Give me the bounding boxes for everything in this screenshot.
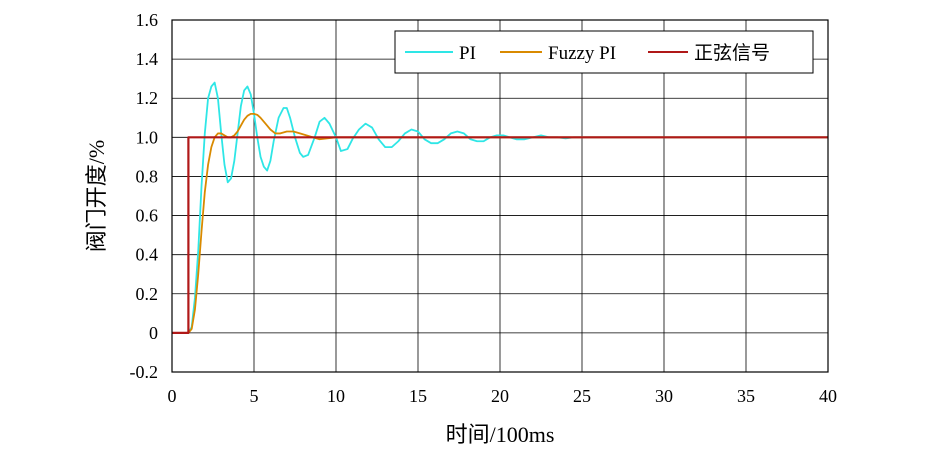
- legend-entry-3: 正弦信号: [694, 42, 770, 64]
- x-tick-label: 15: [409, 386, 427, 406]
- y-tick-labels: -0.2 0 0.2 0.4 0.6 0.8 1.0 1.2 1.4 1.6: [130, 10, 159, 382]
- x-axis-label: 时间/100ms: [446, 422, 555, 447]
- series-layer: [172, 81, 828, 334]
- x-tick-label: 10: [327, 386, 345, 406]
- x-tick-label: 40: [819, 386, 837, 406]
- plot-frame: [171, 19, 829, 373]
- y-tick-label: 0: [149, 323, 158, 343]
- x-tick-label: 5: [250, 386, 259, 406]
- x-tick-label: 30: [655, 386, 673, 406]
- y-axis-label: 阀门开度/%: [84, 140, 109, 252]
- x-tick-label: 25: [573, 386, 591, 406]
- y-tick-label: 0.4: [136, 245, 159, 265]
- legend: PI Fuzzy PI 正弦信号: [394, 30, 814, 74]
- y-tick-label: 1.2: [136, 88, 159, 108]
- x-tick-label: 20: [491, 386, 509, 406]
- legend-entry-1: PI: [459, 43, 476, 64]
- y-tick-label: 1.4: [136, 49, 159, 69]
- legend-box: [394, 30, 814, 74]
- y-tick-label: 1.6: [136, 10, 159, 30]
- x-tick-label: 35: [737, 386, 755, 406]
- series-line-3: [172, 136, 828, 334]
- x-tick-labels: 0 5 10 15 20 25 30 35 40: [168, 386, 838, 406]
- y-tick-label: 1.0: [136, 127, 159, 147]
- legend-entry-2: Fuzzy PI: [548, 43, 616, 64]
- x-tick-label: 0: [168, 386, 177, 406]
- y-tick-label: 0.8: [136, 166, 159, 186]
- y-tick-label: 0.2: [136, 284, 159, 304]
- y-tick-label: 0.6: [136, 206, 159, 226]
- y-tick-label: -0.2: [130, 362, 159, 382]
